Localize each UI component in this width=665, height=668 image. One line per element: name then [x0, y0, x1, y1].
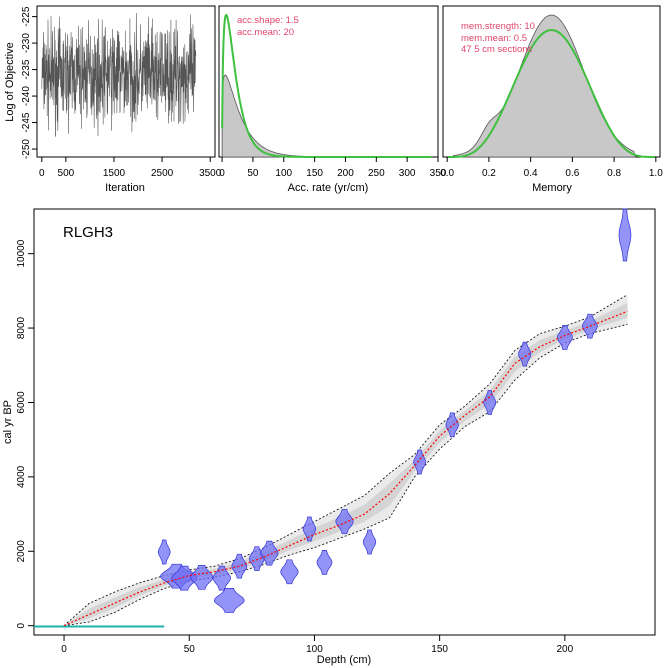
- iteration-y-tick-label: -240: [21, 86, 32, 106]
- age-y-tick-label: 4000: [16, 465, 27, 488]
- memory-x-tick-label: 0.0: [440, 168, 454, 179]
- age-y-axis: 0 2000 4000 6000 8000 10000: [16, 239, 34, 628]
- depth-x-tick-label: 150: [431, 644, 448, 655]
- calibrated-date: [213, 588, 245, 613]
- acc-rate-panel: 0 50 100 150 200 250 300 350 Acc. rate (yr/cm) …: [218, 5, 447, 194]
- iteration-y-axis: -225 -230 -235 -240 -245 -250: [21, 6, 37, 159]
- acc-rate-x-tick-label: 100: [275, 168, 292, 179]
- age-depth-panel: 0 50 100 150 200 0 2000 4000 6000 8000 10000 Dept…: [2, 208, 656, 666]
- age-y-tick-label: 2000: [16, 540, 27, 563]
- iteration-trace-line: [41, 12, 197, 137]
- age-y-label: cal yr BP: [2, 400, 14, 444]
- age-model-mean-line: [63, 310, 628, 627]
- memory-x-tick-label: 0.4: [524, 168, 538, 179]
- depth-x-tick-label: 200: [557, 644, 574, 655]
- site-name: RLGH3: [63, 224, 113, 241]
- calibrated-dates: [157, 208, 632, 613]
- memory-x-tick-label: 0.6: [565, 168, 579, 179]
- iteration-x-tick-label: 500: [58, 168, 75, 179]
- acc-mean-label: acc.mean: 20: [237, 27, 294, 38]
- calibrated-date: [557, 325, 573, 350]
- acc-rate-x-tick-label: 150: [306, 168, 323, 179]
- depth-x-tick-label: 0: [61, 644, 67, 655]
- age-model-min-line: [63, 323, 628, 627]
- iteration-x-label: Iteration: [105, 182, 145, 194]
- iteration-panel-frame: [36, 5, 216, 158]
- calibrated-date: [190, 564, 214, 590]
- acc-rate-x-tick-label: 0: [219, 168, 225, 179]
- mem-sections-label: 47 5 cm sections: [461, 44, 533, 55]
- acc-shape-label: acc.shape: 1.5: [237, 15, 299, 26]
- calibrated-date: [316, 550, 333, 575]
- memory-prior-curve: [448, 28, 655, 158]
- depth-x-label: Depth (cm): [317, 654, 371, 666]
- age-y-tick-label: 6000: [16, 391, 27, 414]
- calibrated-date: [231, 553, 248, 579]
- acc-rate-x-axis: 0 50 100 150 200 250 300 350: [219, 157, 447, 179]
- age-y-tick-label: 10000: [16, 239, 27, 267]
- depth-x-tick-label: 100: [306, 644, 323, 655]
- memory-x-label: Memory: [532, 182, 572, 194]
- calibrated-date: [618, 208, 632, 262]
- iteration-y-tick-label: -250: [21, 139, 32, 159]
- age-model-max-line: [63, 294, 628, 626]
- calibrated-date: [335, 509, 354, 534]
- age-y-tick-label: 0: [16, 622, 27, 628]
- iteration-y-label: Log of Objective: [4, 42, 16, 122]
- iteration-panel: 0 500 1500 2500 3500 -225 -230 -235 -240 -245 -25…: [4, 5, 222, 194]
- iteration-y-tick-label: -245: [21, 112, 32, 132]
- memory-x-tick-label: 1.0: [649, 168, 663, 179]
- acc-rate-x-tick-label: 350: [430, 168, 447, 179]
- acc-rate-x-tick-label: 200: [337, 168, 354, 179]
- acc-rate-x-tick-label: 250: [368, 168, 385, 179]
- iteration-y-tick-label: -230: [21, 33, 32, 53]
- iteration-x-tick-label: 0: [39, 168, 45, 179]
- iteration-x-tick-label: 2500: [151, 168, 174, 179]
- mem-strength-label: mem.strength: 10: [461, 21, 535, 32]
- memory-panel: 0.0 0.2 0.4 0.6 0.8 1.0 Memory mem.strength: …: [440, 5, 663, 194]
- acc-rate-prior-curve: [221, 13, 432, 158]
- memory-x-axis: 0.0 0.2 0.4 0.6 0.8 1.0: [440, 157, 663, 179]
- age-model-envelope-fill: [64, 294, 628, 626]
- depth-x-tick-label: 50: [184, 644, 196, 655]
- age-depth-panel-frame: [33, 208, 656, 636]
- iteration-x-axis: 0 500 1500 2500 3500: [39, 157, 222, 179]
- memory-x-tick-label: 0.8: [607, 168, 621, 179]
- age-y-tick-label: 8000: [16, 316, 27, 339]
- acc-rate-x-tick-label: 300: [399, 168, 416, 179]
- calibrated-date: [445, 412, 459, 438]
- iteration-y-tick-label: -235: [21, 59, 32, 79]
- acc-rate-x-tick-label: 50: [247, 168, 259, 179]
- calibrated-date: [483, 390, 497, 415]
- calibrated-date: [260, 540, 279, 566]
- mem-mean-label: mem.mean: 0.5: [461, 33, 527, 44]
- iteration-y-tick-label: -225: [21, 6, 32, 26]
- depth-x-axis: 0 50 100 150 200: [61, 635, 574, 655]
- acc-rate-x-label: Acc. rate (yr/cm): [288, 182, 369, 194]
- calibrated-date: [518, 341, 532, 367]
- acc-rate-posterior: [221, 74, 432, 158]
- iteration-x-tick-label: 3500: [199, 168, 222, 179]
- calibrated-date: [362, 529, 377, 555]
- iteration-x-tick-label: 1500: [103, 168, 126, 179]
- calibrated-date: [280, 559, 299, 585]
- calibrated-date: [157, 539, 171, 565]
- memory-x-tick-label: 0.2: [482, 168, 496, 179]
